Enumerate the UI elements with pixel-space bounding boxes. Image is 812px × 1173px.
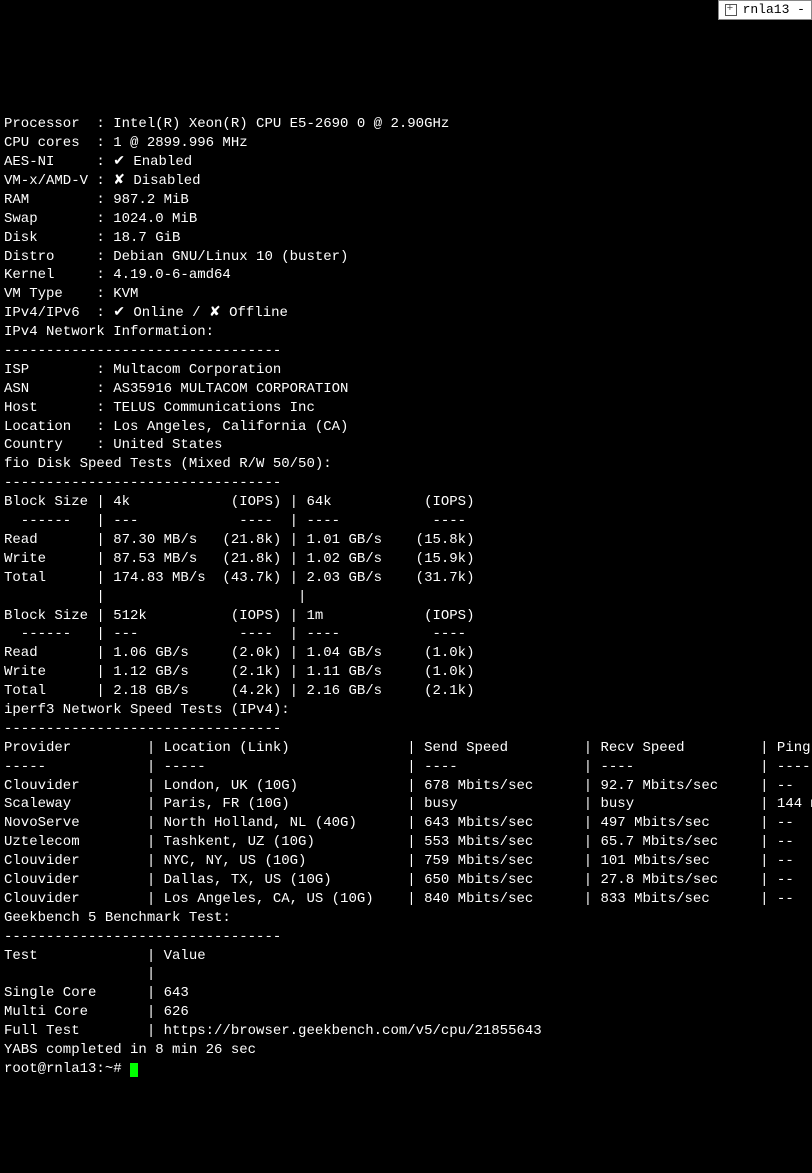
terminal-line: IPv4/IPv6 : ✔ Online / ✘ Offline	[4, 304, 808, 323]
terminal-line: Country : United States	[4, 436, 808, 455]
terminal-line: Processor : Intel(R) Xeon(R) CPU E5-2690…	[4, 115, 808, 134]
terminal-line: ASN : AS35916 MULTACOM CORPORATION	[4, 380, 808, 399]
terminal-line: RAM : 987.2 MiB	[4, 191, 808, 210]
terminal-line: Host : TELUS Communications Inc	[4, 399, 808, 418]
terminal-line: Read | 87.30 MB/s (21.8k) | 1.01 GB/s (1…	[4, 531, 808, 550]
terminal-line: ----- | ----- | ---- | ---- | ----	[4, 758, 808, 777]
terminal-line: Distro : Debian GNU/Linux 10 (buster)	[4, 248, 808, 267]
terminal-line: AES-NI : ✔ Enabled	[4, 153, 808, 172]
terminal-line: ---------------------------------	[4, 342, 808, 361]
terminal-line: ------ | --- ---- | ---- ----	[4, 625, 808, 644]
terminal-line: ---------------------------------	[4, 474, 808, 493]
terminal-line: Disk : 18.7 GiB	[4, 229, 808, 248]
terminal-line: Write | 87.53 MB/s (21.8k) | 1.02 GB/s (…	[4, 550, 808, 569]
prompt-text: root@rnla13:~#	[4, 1061, 130, 1077]
terminal-line: Block Size | 512k (IOPS) | 1m (IOPS)	[4, 607, 808, 626]
terminal-line: CPU cores : 1 @ 2899.996 MHz	[4, 134, 808, 153]
terminal-line: Clouvider | Los Angeles, CA, US (10G) | …	[4, 890, 808, 909]
terminal-line: ---------------------------------	[4, 720, 808, 739]
tab-label: rnla13 -	[743, 1, 805, 19]
terminal-line: Read | 1.06 GB/s (2.0k) | 1.04 GB/s (1.0…	[4, 644, 808, 663]
terminal-line: Geekbench 5 Benchmark Test:	[4, 909, 808, 928]
terminal-line: ---------------------------------	[4, 928, 808, 947]
terminal-line: Total | 174.83 MB/s (43.7k) | 2.03 GB/s …	[4, 569, 808, 588]
terminal-line: Location : Los Angeles, California (CA)	[4, 418, 808, 437]
terminal-line: ------ | --- ---- | ---- ----	[4, 512, 808, 531]
terminal-line: Swap : 1024.0 MiB	[4, 210, 808, 229]
terminal-line: Multi Core | 626	[4, 1003, 808, 1022]
cursor-icon	[130, 1063, 138, 1077]
terminal-line: Uztelecom | Tashkent, UZ (10G) | 553 Mbi…	[4, 833, 808, 852]
terminal-line: VM-x/AMD-V : ✘ Disabled	[4, 172, 808, 191]
terminal-line: Scaleway | Paris, FR (10G) | busy | busy…	[4, 795, 808, 814]
terminal-line: Full Test | https://browser.geekbench.co…	[4, 1022, 808, 1041]
terminal-line: Write | 1.12 GB/s (2.1k) | 1.11 GB/s (1.…	[4, 663, 808, 682]
terminal-line: Clouvider | NYC, NY, US (10G) | 759 Mbit…	[4, 852, 808, 871]
terminal-line: Total | 2.18 GB/s (4.2k) | 2.16 GB/s (2.…	[4, 682, 808, 701]
tab-icon	[725, 4, 737, 16]
terminal-line: Block Size | 4k (IOPS) | 64k (IOPS)	[4, 493, 808, 512]
terminal-line: iperf3 Network Speed Tests (IPv4):	[4, 701, 808, 720]
terminal-line: Clouvider | Dallas, TX, US (10G) | 650 M…	[4, 871, 808, 890]
terminal-line: | |	[4, 588, 808, 607]
terminal-output: Processor : Intel(R) Xeon(R) CPU E5-2690…	[4, 115, 808, 1078]
terminal-line: Test | Value	[4, 947, 808, 966]
terminal-line: IPv4 Network Information:	[4, 323, 808, 342]
terminal-line: NovoServe | North Holland, NL (40G) | 64…	[4, 814, 808, 833]
terminal-line: Single Core | 643	[4, 984, 808, 1003]
terminal-tab[interactable]: rnla13 -	[718, 0, 812, 20]
terminal-line: ISP : Multacom Corporation	[4, 361, 808, 380]
terminal-line: fio Disk Speed Tests (Mixed R/W 50/50):	[4, 455, 808, 474]
terminal-line: VM Type : KVM	[4, 285, 808, 304]
terminal-line: YABS completed in 8 min 26 sec	[4, 1041, 808, 1060]
terminal-line: Clouvider | London, UK (10G) | 678 Mbits…	[4, 777, 808, 796]
terminal-line: |	[4, 965, 808, 984]
shell-prompt[interactable]: root@rnla13:~#	[4, 1060, 808, 1079]
terminal-line: Kernel : 4.19.0-6-amd64	[4, 266, 808, 285]
terminal-line: Provider | Location (Link) | Send Speed …	[4, 739, 808, 758]
